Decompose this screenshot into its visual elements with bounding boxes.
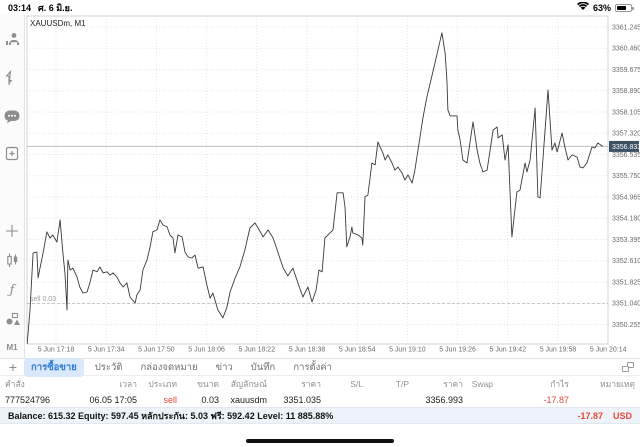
col-tp: T/P [395,379,409,389]
bottom-tab-bar: + การซื้อขาย ประวัติ กล่องจดหมาย ข่าว บั… [0,357,640,377]
svg-text:5 Jun 18:38: 5 Jun 18:38 [289,347,326,354]
position-symbol: xauusdm [230,394,267,405]
svg-text:3352.610: 3352.610 [612,258,640,265]
svg-text:5 Jun 18:22: 5 Jun 18:22 [239,347,276,354]
position-price: 3356.993 [425,394,463,405]
svg-text:3351.825: 3351.825 [612,279,640,286]
col-time: เวลา [119,379,137,389]
left-toolbar: ƒ M1 [0,15,25,358]
col-order: คำสั่ง [5,379,25,389]
new-trade-button[interactable]: + [8,359,18,375]
svg-text:3358.105: 3358.105 [612,109,640,116]
svg-text:5 Jun 19:10: 5 Jun 19:10 [389,347,426,354]
timeframe-button[interactable]: M1 [6,342,18,352]
position-type: sell [163,394,177,405]
indicators-icon[interactable]: ƒ [9,283,15,299]
svg-text:5 Jun 19:58: 5 Jun 19:58 [540,347,577,354]
svg-text:5 Jun 19:26: 5 Jun 19:26 [439,347,476,354]
tab-trade[interactable]: การซื้อขาย [24,357,84,377]
floating-profit: -17.87 [577,410,603,421]
col-volume: ขนาด [197,379,219,389]
home-bar-area [0,424,640,447]
tab-mailbox[interactable]: กล่องจดหมาย [140,361,198,373]
objects-icon[interactable] [0,308,25,330]
svg-text:5 Jun 20:14: 5 Jun 20:14 [590,347,627,354]
position-time: 06.05 17:05 [89,394,137,405]
svg-text:3353.395: 3353.395 [612,237,640,244]
svg-text:3350.255: 3350.255 [612,322,640,329]
trade-arrows-icon[interactable] [0,67,25,89]
account-summary-bar: Balance: 615.32 Equity: 597.45 หลักประกั… [0,407,640,424]
home-indicator[interactable] [246,438,394,443]
tab-news[interactable]: ข่าว [215,361,233,373]
svg-text:3355.750: 3355.750 [612,173,640,180]
new-order-icon[interactable] [0,142,25,164]
position-profit: -17.87 [543,394,569,405]
chat-icon[interactable] [0,107,25,129]
clock: 03:14 [8,2,32,13]
position-open-price: 3351.035 [283,394,321,405]
svg-text:5 Jun 19:42: 5 Jun 19:42 [490,347,527,354]
col-swap: Swap [471,379,493,389]
position-row[interactable]: 777524796 06.05 17:05 sell 0.03 xauusdm … [0,392,640,407]
svg-text:5 Jun 17:18: 5 Jun 17:18 [38,347,75,354]
trade-table-header: คำสั่ง เวลา ประเภท ขนาด สัญลักษณ์ ราคา S… [0,376,640,392]
status-date: ศ. 6 มิ.ย. [38,2,73,13]
battery-percent: 63% [592,2,611,13]
svg-text:3358.890: 3358.890 [612,88,640,95]
price-chart[interactable]: 5 Jun 17:18 5 Jun 17:34 5 Jun 17:50 5 Jun 1… [25,15,640,358]
svg-text:sell 0.03: sell 0.03 [30,296,56,303]
svg-text:3361.245: 3361.245 [612,24,640,31]
svg-text:5 Jun 18:54: 5 Jun 18:54 [339,347,376,354]
col-price: ราคา [443,379,463,389]
tab-settings[interactable]: การตั้งค่า [293,361,332,373]
col-type: ประเภท [148,379,177,389]
svg-text:5 Jun 17:34: 5 Jun 17:34 [88,347,125,354]
col-sl: S/L [350,379,363,389]
svg-text:XAUUSDm, M1: XAUUSDm, M1 [30,19,86,28]
candlestick-icon[interactable] [0,250,25,272]
crosshair-icon[interactable] [0,220,25,242]
chart-canvas[interactable]: 5 Jun 17:18 5 Jun 17:34 5 Jun 17:50 5 Jun 1… [25,15,640,358]
svg-text:5 Jun 18:06: 5 Jun 18:06 [188,347,225,354]
svg-text:3356.535: 3356.535 [612,152,640,159]
svg-text:3360.460: 3360.460 [612,46,640,53]
battery-icon [615,3,634,12]
col-comment: หมายเหตุ [600,379,635,389]
svg-text:3357.320: 3357.320 [612,131,640,138]
tab-history[interactable]: ประวัติ [94,361,123,373]
wifi-icon [576,1,589,13]
account-currency: USD [612,410,632,421]
col-profit: กำไร [550,379,569,389]
position-volume: 0.03 [201,394,219,405]
col-symbol: สัญลักษณ์ [230,379,267,389]
svg-text:5 Jun 17:50: 5 Jun 17:50 [138,347,175,354]
col-open-price: ราคา [301,379,321,389]
svg-text:3356.833: 3356.833 [612,144,640,151]
svg-text:3354.180: 3354.180 [612,216,640,223]
svg-text:3354.965: 3354.965 [612,194,640,201]
status-bar: 03:14 ศ. 6 มิ.ย. 63% [0,0,640,15]
expand-panel-icon[interactable] [622,362,634,372]
account-icon[interactable] [0,29,25,51]
account-summary: Balance: 615.32 Equity: 597.45 หลักประกั… [8,410,334,421]
tab-journal[interactable]: บันทึก [250,361,276,373]
svg-text:3351.040: 3351.040 [612,301,640,308]
svg-text:3359.675: 3359.675 [612,67,640,74]
position-order: 777524796 [5,394,51,405]
